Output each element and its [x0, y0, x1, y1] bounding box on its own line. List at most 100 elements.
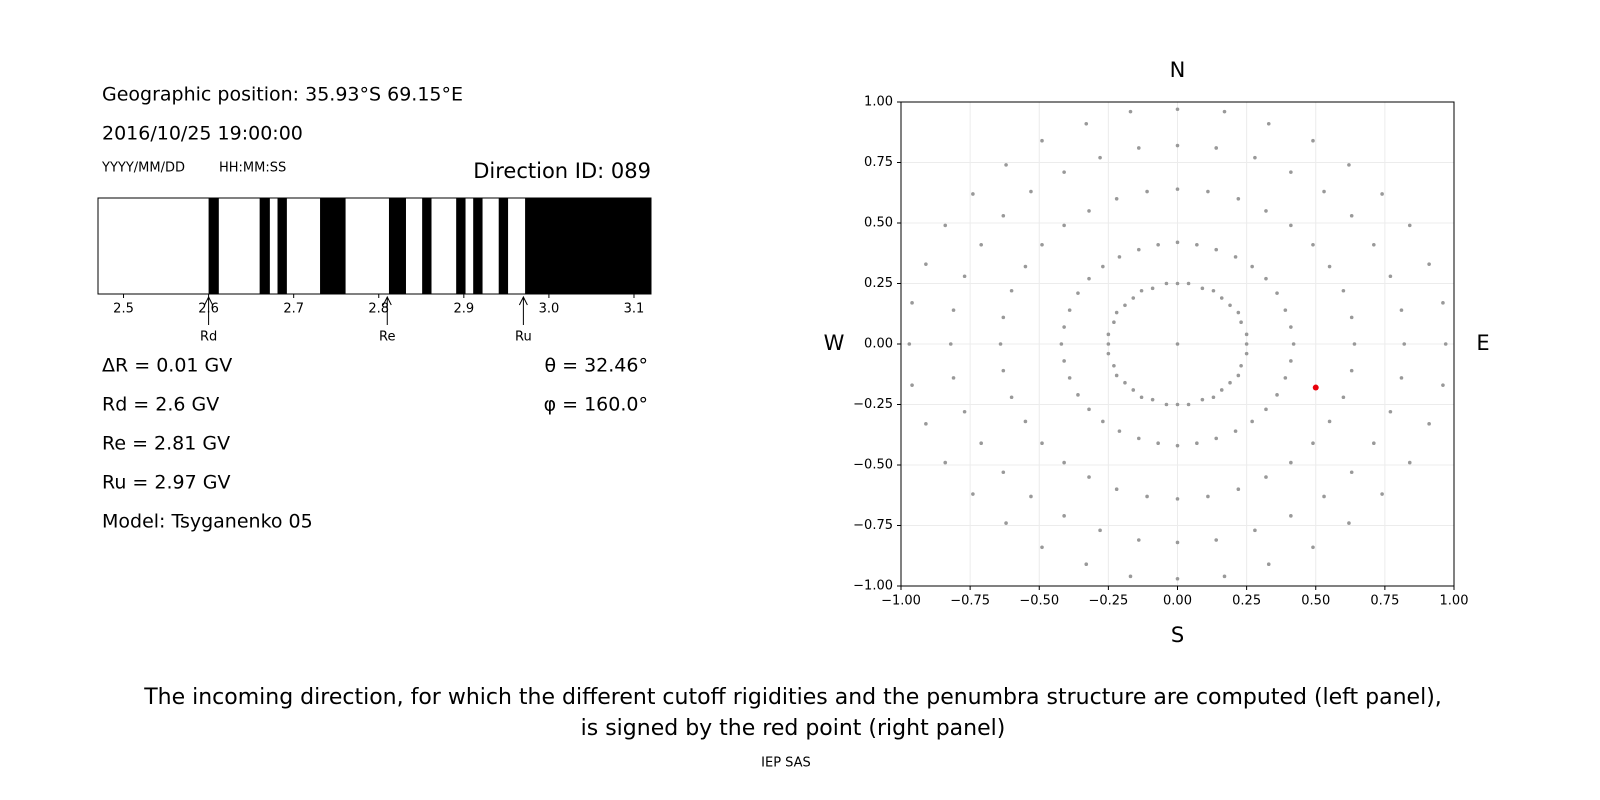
direction-point: [1244, 351, 1249, 356]
direction-point: [1264, 276, 1268, 281]
y-tick-label: −0.50: [853, 458, 893, 473]
direction-point: [1123, 303, 1127, 308]
direction-point: [1372, 441, 1376, 446]
direction-point: [971, 492, 975, 496]
direction-point: [1087, 276, 1091, 281]
angle: θ = 32.46°: [544, 355, 648, 377]
marker-label: Ru: [515, 330, 532, 345]
direction-point: [1175, 443, 1180, 448]
direction-point: [1062, 170, 1066, 174]
direction-point: [1206, 189, 1210, 194]
direction-point: [1136, 436, 1141, 441]
x-tick-label: 2.5: [113, 302, 134, 317]
y-tick-label: −0.25: [853, 397, 893, 412]
caption: The incoming direction, for which the di…: [143, 685, 1442, 710]
x-tick-label: 2.7: [283, 302, 304, 317]
direction-point: [971, 192, 975, 196]
direction-point: [1175, 240, 1180, 245]
direction-point: [1322, 494, 1326, 499]
caption: is signed by the red point (right panel): [581, 716, 1006, 741]
direction-id: Direction ID: 089: [473, 159, 651, 183]
marker-arrow: [382, 295, 392, 325]
direction-point: [1175, 497, 1180, 501]
direction-point: [1283, 308, 1288, 312]
direction-point: [1164, 402, 1169, 407]
direction-point: [1289, 223, 1293, 228]
direction-point: [1427, 422, 1431, 426]
direction-point: [1136, 538, 1141, 542]
direction-point: [1114, 487, 1119, 492]
direction-point: [1264, 475, 1268, 479]
direction-point: [1244, 342, 1249, 346]
direction-point: [1228, 380, 1232, 385]
direction-point: [1150, 286, 1155, 291]
direction-point: [1327, 419, 1332, 424]
x-tick-label: −0.75: [950, 594, 990, 609]
direction-point: [1067, 308, 1072, 312]
direction-point: [1062, 359, 1066, 363]
direction-point: [1156, 242, 1160, 247]
direction-point: [1311, 545, 1315, 550]
direction-point: [1233, 429, 1238, 433]
x-tick-label: 0.00: [1163, 594, 1192, 609]
direction-point: [1156, 441, 1160, 446]
penumbra-band: [277, 198, 287, 294]
x-tick-label: 2.9: [453, 302, 474, 317]
direction-label: W: [824, 331, 845, 355]
marker-label: Rd: [200, 330, 217, 345]
direction-point: [1222, 109, 1227, 114]
direction-point: [1128, 574, 1133, 579]
direction-point: [1136, 247, 1141, 252]
direction-point: [1186, 281, 1191, 286]
direction-point: [1040, 242, 1044, 247]
y-tick-label: 0.25: [864, 276, 893, 291]
direction-point: [924, 422, 928, 426]
x-tick-label: 2.8: [368, 302, 389, 317]
x-tick-label: 1.00: [1440, 594, 1469, 609]
direction-point: [1001, 315, 1006, 320]
x-tick-label: 3.1: [624, 302, 645, 317]
direction-point: [1145, 189, 1149, 194]
direction-point: [1239, 363, 1243, 368]
direction-point: [1349, 470, 1354, 475]
marker-label: Re: [379, 330, 395, 345]
direction-point: [1236, 373, 1241, 378]
x-tick-label: −0.50: [1019, 594, 1059, 609]
direction-point: [1380, 192, 1384, 196]
direction-point: [1211, 395, 1216, 400]
direction-point: [1253, 528, 1257, 533]
direction-point: [1106, 351, 1111, 356]
direction-point: [1009, 288, 1014, 293]
direction-point: [1062, 460, 1066, 465]
time-format: HH:MM:SS: [219, 161, 286, 176]
direction-point: [1114, 310, 1119, 315]
direction-point: [910, 383, 914, 387]
direction-point: [1289, 170, 1293, 174]
x-tick-label: 0.25: [1232, 594, 1261, 609]
direction-point: [1253, 155, 1257, 160]
direction-point: [1239, 320, 1243, 325]
direction-point: [1023, 264, 1028, 269]
direction-point: [1029, 494, 1033, 499]
plot-frame: [900, 101, 1455, 587]
direction-point: [1128, 109, 1133, 114]
x-tick-label: 0.50: [1301, 594, 1330, 609]
direction-point: [1175, 143, 1180, 148]
param: Re = 2.81 GV: [102, 433, 230, 455]
direction-point: [1347, 163, 1351, 167]
direction-point: [1349, 368, 1354, 373]
direction-point: [1106, 332, 1111, 337]
direction-point: [1228, 303, 1232, 308]
direction-point: [1139, 395, 1144, 400]
direction-point: [1407, 223, 1412, 228]
direction-point: [1283, 376, 1288, 380]
direction-point: [1250, 419, 1254, 424]
direction-point: [1289, 514, 1293, 518]
direction-point: [1098, 155, 1102, 160]
direction-point: [1112, 363, 1116, 368]
x-tick-label: 3.0: [539, 302, 560, 317]
direction-point: [962, 274, 967, 279]
penumbra-band: [473, 198, 483, 294]
direction-point: [1175, 281, 1180, 286]
